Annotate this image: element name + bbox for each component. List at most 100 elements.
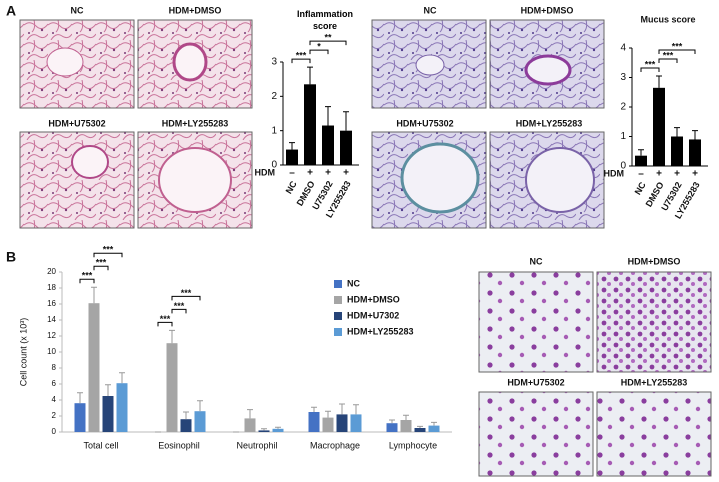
x-tick-label: NC xyxy=(633,180,648,197)
bar xyxy=(340,130,352,165)
error-bar xyxy=(307,66,313,85)
image-label: HDM+DMSO xyxy=(628,256,681,266)
error-bar xyxy=(105,384,111,396)
error-bar xyxy=(169,329,175,344)
x-tick-label: Macrophage xyxy=(310,440,360,450)
significance-bracket xyxy=(658,58,678,64)
bar xyxy=(244,418,256,432)
legend-label: HDM+DMSO xyxy=(347,294,400,304)
significance-label: *** xyxy=(672,41,683,51)
row-value: + xyxy=(656,169,662,180)
significance-label: *** xyxy=(181,288,192,298)
legend-swatch xyxy=(334,280,342,288)
error-bar xyxy=(403,414,409,420)
y-tick-label: 14 xyxy=(47,315,56,324)
airway xyxy=(172,42,208,82)
x-tick-label: Eosinophil xyxy=(158,440,200,450)
significance-bracket xyxy=(79,278,95,284)
bar xyxy=(671,136,683,166)
significance-bracket xyxy=(171,295,201,301)
bar xyxy=(386,423,398,432)
error-bar xyxy=(311,406,317,412)
error-bar xyxy=(119,372,125,384)
significance-label: ** xyxy=(324,33,332,43)
error-bar xyxy=(692,130,698,140)
significance-bracket xyxy=(93,252,123,258)
y-axis-label: Cell count (x 10³) xyxy=(18,318,28,387)
image-label: HDM+U75302 xyxy=(507,377,564,387)
significance-bracket xyxy=(658,49,696,55)
airway xyxy=(524,54,572,86)
airway xyxy=(415,54,445,76)
y-tick-label: 4 xyxy=(52,395,57,404)
bar xyxy=(635,155,647,166)
bar xyxy=(308,412,320,432)
airway xyxy=(400,142,480,214)
bar xyxy=(400,420,412,432)
y-tick-label: 3 xyxy=(271,57,277,68)
y-tick-label: 2 xyxy=(620,102,626,113)
significance-bracket xyxy=(309,49,329,55)
bar xyxy=(258,430,270,432)
image-label: NC xyxy=(424,5,437,15)
significance-bracket xyxy=(171,308,187,314)
cytospin-image xyxy=(596,391,712,477)
airway xyxy=(525,147,595,213)
bar xyxy=(272,428,284,432)
y-tick-label: 2 xyxy=(271,91,277,102)
bar xyxy=(166,343,178,432)
bar xyxy=(414,428,426,432)
significance-label: *** xyxy=(160,314,171,324)
error-bar xyxy=(289,142,295,150)
y-tick-label: 4 xyxy=(620,43,626,54)
image-label: HDM+DMSO xyxy=(521,5,574,15)
y-tick-label: 6 xyxy=(52,379,57,388)
error-bar xyxy=(261,428,267,431)
bar xyxy=(194,411,206,432)
row-value: + xyxy=(343,168,349,179)
bar xyxy=(322,125,334,165)
legend-swatch xyxy=(334,328,342,336)
x-tick-label: Total cell xyxy=(83,440,118,450)
airway xyxy=(158,147,232,213)
error-bar xyxy=(325,410,331,418)
x-tick-label: NC xyxy=(284,179,299,196)
y-tick-label: 16 xyxy=(47,299,56,308)
row-value: + xyxy=(325,168,331,179)
row-value: + xyxy=(692,169,698,180)
error-bar xyxy=(389,419,395,424)
image-label: HDM+DMSO xyxy=(169,5,222,15)
he-images: NC HDM+DMSO HDM+U75302 HDM+LY255283 xyxy=(19,5,253,229)
error-bar xyxy=(343,111,349,131)
significance-label: *** xyxy=(96,258,107,268)
bar xyxy=(102,396,114,432)
chart-title: Mucus score xyxy=(640,14,695,24)
bar xyxy=(350,414,362,432)
y-tick-label: 1 xyxy=(620,131,626,142)
row-value: – xyxy=(289,168,295,179)
panel-label: B xyxy=(6,249,16,265)
bar xyxy=(428,425,440,432)
bar xyxy=(286,149,298,165)
image-label: HDM+LY255283 xyxy=(162,118,228,128)
legend-label: HDM+LY255283 xyxy=(347,326,413,336)
x-tick-label: Lymphocyte xyxy=(389,440,437,450)
y-tick-label: 8 xyxy=(52,363,57,372)
significance-label: *** xyxy=(663,50,674,60)
y-tick-label: 0 xyxy=(620,161,626,172)
significance-label: *** xyxy=(82,271,93,281)
significance-label: *** xyxy=(103,245,114,255)
error-bar xyxy=(183,411,189,420)
significance-bracket xyxy=(93,265,109,271)
bar xyxy=(689,139,701,166)
chart-title: Inflammation score xyxy=(296,9,353,31)
significance-label: *** xyxy=(174,301,185,311)
error-bar xyxy=(275,426,281,429)
row-value: + xyxy=(307,168,313,179)
he-image xyxy=(19,131,135,229)
error-bar xyxy=(197,400,203,412)
cytospin-image xyxy=(478,391,594,477)
image-label: HDM+U75302 xyxy=(396,118,453,128)
